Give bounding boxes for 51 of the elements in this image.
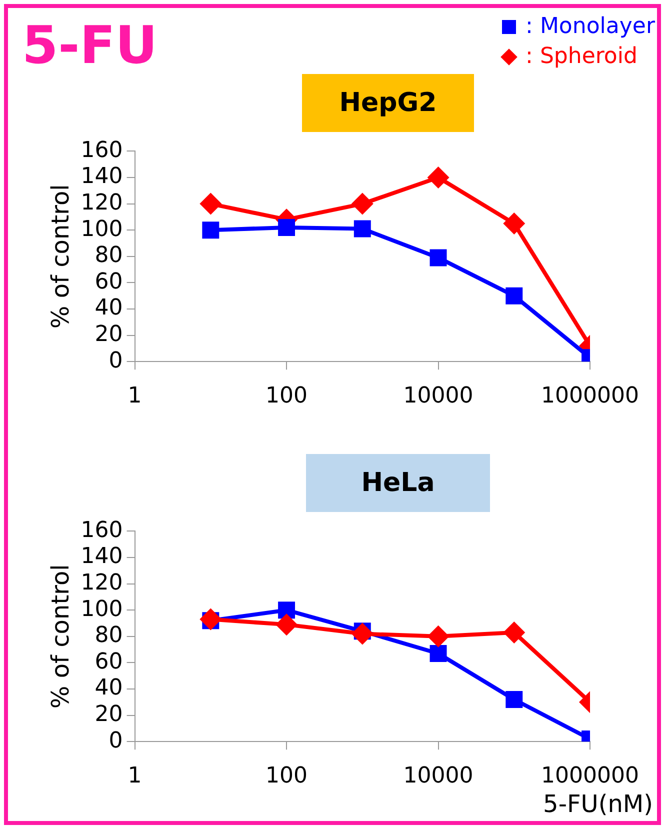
point [503, 621, 526, 644]
point [202, 222, 220, 239]
legend-label: : Spheroid [526, 44, 638, 69]
point [506, 287, 523, 304]
point [427, 625, 450, 648]
x-tick-label: 1000000 [541, 384, 639, 409]
point [506, 691, 523, 708]
y-tick-label: 100 [80, 216, 123, 242]
x-axis-title: 5-FU(nM) [543, 790, 653, 818]
point [276, 614, 298, 636]
x-tick-label: 100 [266, 384, 308, 409]
y-tick-label: 140 [80, 544, 123, 570]
y-tick-label: 40 [94, 676, 123, 701]
y-tick-label: 20 [94, 322, 123, 348]
y-tick-label: 120 [80, 190, 123, 216]
chart-title: HepG2 [302, 74, 474, 132]
y-tick-label: 0 [108, 728, 123, 754]
point [354, 220, 371, 238]
chart-title: HeLa [306, 454, 490, 512]
y-tick-label: 80 [94, 243, 123, 268]
point [351, 622, 374, 645]
point [200, 192, 222, 215]
x-tick-label: 10000 [403, 764, 474, 789]
point [427, 166, 450, 188]
x-tick-label: 1 [128, 764, 142, 789]
y-tick-label: 160 [80, 518, 123, 543]
y-tick-label: 20 [94, 702, 123, 728]
y-tick-label: 160 [80, 138, 123, 163]
point [503, 212, 526, 235]
y-axis-title: % of control [46, 564, 75, 709]
y-tick-label: 0 [108, 348, 123, 374]
legend-label: : Monolayer [526, 14, 655, 39]
point [278, 218, 296, 236]
y-tick-label: 40 [94, 296, 123, 321]
text: 5-FU [22, 16, 158, 76]
point [278, 602, 296, 619]
x-tick-label: 1000000 [541, 764, 639, 789]
point [430, 645, 447, 662]
point [351, 192, 374, 215]
y-tick-label: 60 [94, 649, 123, 674]
point [430, 249, 447, 266]
y-tick-label: 60 [94, 269, 123, 294]
x-tick-label: 1 [128, 384, 142, 409]
point [200, 608, 222, 630]
x-tick-label: 100 [266, 764, 308, 789]
y-tick-label: 140 [80, 164, 123, 190]
y-axis-title: % of control [46, 184, 75, 329]
y-tick-label: 100 [80, 596, 123, 622]
x-tick-label: 10000 [403, 384, 474, 409]
y-tick-label: 120 [80, 570, 123, 596]
y-tick-label: 80 [94, 623, 123, 648]
